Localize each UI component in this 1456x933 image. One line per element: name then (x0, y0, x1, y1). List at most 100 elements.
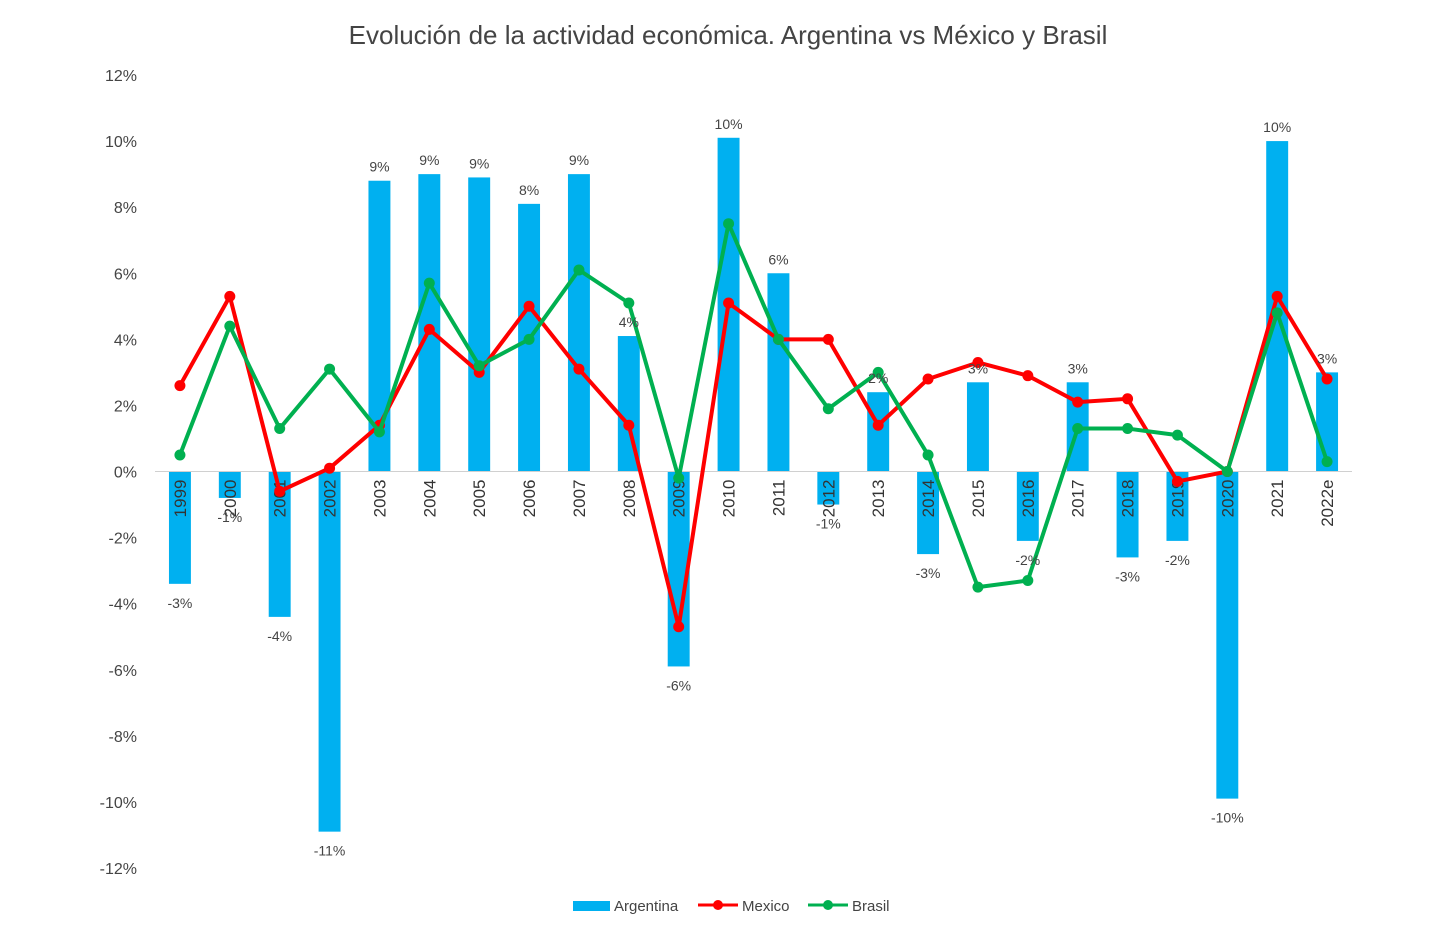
data-label-argentina: -2% (1015, 552, 1040, 568)
x-tick-label: 2016 (1019, 480, 1038, 518)
marker-mexico-2022e (1321, 373, 1333, 385)
marker-brasil-2011 (772, 333, 784, 345)
data-label-argentina: -3% (1115, 568, 1140, 584)
marker-mexico-2013 (872, 419, 884, 431)
bar-argentina-2004 (418, 174, 441, 472)
marker-brasil-2009 (673, 472, 685, 484)
marker-mexico-2000 (224, 290, 236, 302)
data-label-argentina: 10% (1263, 119, 1291, 135)
marker-brasil-2014 (922, 449, 934, 461)
marker-mexico-2001 (274, 485, 286, 497)
marker-mexico-2015 (972, 356, 984, 368)
marker-mexico-2019 (1171, 475, 1183, 487)
data-label-argentina: -1% (217, 509, 242, 525)
marker-brasil-2004 (423, 277, 435, 289)
legend-swatch-argentina (573, 901, 610, 911)
marker-brasil-2010 (723, 218, 735, 230)
marker-brasil-2005 (473, 360, 485, 372)
marker-brasil-2003 (373, 426, 385, 438)
data-label-argentina: -2% (1165, 552, 1190, 568)
legend-swatch-brasil-marker (823, 900, 833, 910)
marker-brasil-2000 (224, 320, 236, 332)
x-tick-label: 2004 (420, 480, 439, 518)
bar-argentina-2013 (867, 392, 890, 472)
x-tick-label: 2001 (271, 480, 290, 518)
x-tick-label: 2021 (1268, 480, 1287, 518)
marker-brasil-2020 (1221, 466, 1233, 477)
marker-brasil-2015 (972, 581, 984, 593)
marker-mexico-2004 (423, 323, 435, 335)
data-label-argentina: -3% (167, 595, 192, 611)
bar-argentina-2001 (268, 471, 291, 617)
data-label-argentina: 3% (1317, 350, 1337, 366)
x-tick-label: 2007 (570, 480, 589, 518)
y-tick-label: -2% (109, 531, 137, 548)
legend-label-mexico: Mexico (742, 898, 790, 915)
bar-argentina-2005 (468, 177, 491, 472)
marker-brasil-2012 (822, 403, 834, 415)
data-label-argentina: -11% (314, 843, 346, 859)
x-tick-label: 1999 (171, 480, 190, 518)
x-tick-label: 2022e (1318, 480, 1337, 527)
y-tick-label: -8% (109, 729, 137, 746)
x-tick-label: 2000 (221, 480, 240, 518)
data-label-argentina: -6% (666, 677, 691, 693)
marker-brasil-2008 (623, 297, 635, 309)
marker-brasil-2017 (1072, 423, 1084, 435)
x-tick-label: 2017 (1069, 480, 1088, 518)
data-label-argentina: 10% (715, 116, 743, 132)
data-label-argentina: -4% (267, 628, 292, 644)
legend-swatch-mexico-marker (713, 900, 723, 910)
marker-mexico-2007 (573, 363, 585, 375)
data-label-argentina: 3% (968, 360, 988, 376)
marker-brasil-2007 (573, 264, 585, 276)
marker-mexico-2017 (1072, 396, 1084, 408)
chart-title: Evolución de la actividad económica. Arg… (349, 20, 1108, 50)
bar-argentina-2011 (767, 273, 790, 472)
data-label-argentina: 9% (469, 155, 489, 171)
marker-mexico-2012 (822, 333, 834, 345)
x-tick-label: 2013 (869, 480, 888, 518)
marker-brasil-2021 (1271, 307, 1283, 319)
data-label-argentina: 9% (569, 152, 589, 168)
data-label-argentina: -1% (816, 516, 841, 532)
x-tick-label: 2005 (470, 480, 489, 518)
x-tick-label: 2019 (1168, 480, 1187, 518)
y-tick-label: -10% (100, 795, 137, 812)
bar-argentina-2002 (318, 471, 341, 832)
marker-brasil-2001 (274, 423, 286, 435)
data-label-argentina: 9% (419, 152, 439, 168)
x-tick-label: 2002 (321, 480, 340, 518)
bar-argentina-2007 (567, 174, 590, 472)
x-tick-label: 2003 (370, 480, 389, 518)
series-line-mexico (177, 294, 1330, 629)
legend-label-argentina: Argentina (614, 898, 679, 915)
y-axis: 12% 10% 8% 6% 4% 2% 0% -2% -4% -6% -8% -10% -12% (100, 68, 137, 878)
marker-mexico-2018 (1122, 393, 1134, 405)
bar-argentina-2008 (617, 336, 640, 472)
marker-mexico-1999 (174, 380, 186, 392)
data-label-argentina: -10% (1211, 810, 1244, 826)
data-label-argentina: 4% (619, 314, 639, 330)
y-tick-label: 2% (114, 398, 137, 415)
x-axis: 1999 2000 2001 2002 2003 2004 2005 2006 2007 2008… (171, 480, 1337, 527)
x-tick-label: 2020 (1218, 480, 1237, 518)
marker-brasil-2002 (324, 363, 336, 375)
bar-argentina-2014 (917, 471, 940, 555)
data-label-argentina: 2% (868, 370, 888, 386)
bar-argentina-2009 (667, 471, 690, 667)
bar-argentina-1999 (168, 471, 191, 584)
marker-brasil-2006 (523, 333, 535, 345)
y-tick-label: 4% (114, 332, 137, 349)
bar-argentina-2000 (218, 471, 241, 498)
bar-argentina-2003 (368, 180, 391, 472)
marker-mexico-2016 (1022, 370, 1034, 382)
marker-mexico-2006 (523, 300, 535, 312)
y-tick-label: 10% (105, 134, 137, 151)
x-tick-label: 2011 (769, 480, 788, 517)
data-label-argentina: 6% (768, 251, 788, 267)
data-label-argentina: 3% (1068, 360, 1088, 376)
bar-argentina-2020 (1216, 471, 1239, 799)
marker-brasil-2019 (1171, 429, 1183, 441)
